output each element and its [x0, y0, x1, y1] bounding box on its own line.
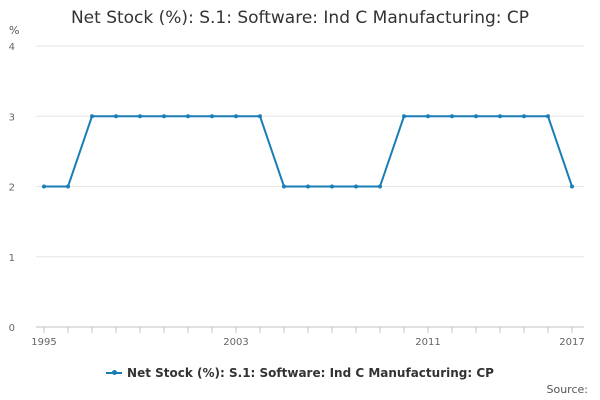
data-point — [138, 114, 142, 119]
series-line — [44, 115, 573, 188]
y-unit-label: % — [9, 24, 19, 37]
legend-label: Net Stock (%): S.1: Software: Ind C Manu… — [127, 366, 494, 380]
data-point — [474, 114, 478, 119]
data-point — [306, 184, 310, 189]
y-tick-label: 4 — [9, 42, 15, 53]
data-point — [522, 114, 526, 119]
data-point — [282, 184, 286, 189]
data-point — [378, 184, 382, 189]
x-tick-label: 1995 — [31, 337, 56, 348]
data-point — [426, 114, 430, 119]
data-point — [330, 184, 334, 189]
data-point — [570, 184, 574, 189]
data-point — [210, 114, 214, 119]
data-point — [234, 114, 238, 119]
data-point — [42, 184, 46, 189]
data-point — [498, 114, 502, 119]
legend[interactable]: Net Stock (%): S.1: Software: Ind C Manu… — [0, 366, 600, 380]
x-tick-label: 2011 — [415, 337, 440, 348]
y-tick-label: 3 — [9, 112, 15, 123]
legend-marker — [106, 370, 123, 375]
x-tick-label: 2003 — [223, 337, 248, 348]
data-point — [354, 184, 358, 189]
y-tick-label: 1 — [9, 253, 15, 264]
tick-labels: 0 1 2 3 4% 1995 2003 2011 2017 — [9, 24, 585, 348]
y-tick-label: 2 — [9, 183, 15, 194]
data-point — [258, 114, 262, 119]
data-point — [162, 114, 166, 119]
data-point — [114, 114, 118, 119]
data-point — [186, 114, 190, 119]
data-point — [90, 114, 94, 119]
series-layer — [42, 114, 574, 189]
y-tick-label: 0 — [9, 323, 15, 334]
source-label: Source: — [546, 383, 589, 396]
axes — [36, 326, 584, 333]
chart-title: Net Stock (%): S.1: Software: Ind C Manu… — [70, 8, 530, 28]
grid-lines — [36, 45, 584, 258]
x-tick-label: 2017 — [559, 337, 584, 348]
data-point — [66, 184, 70, 189]
data-point — [450, 114, 454, 119]
data-point — [546, 114, 550, 119]
data-point — [402, 114, 406, 119]
